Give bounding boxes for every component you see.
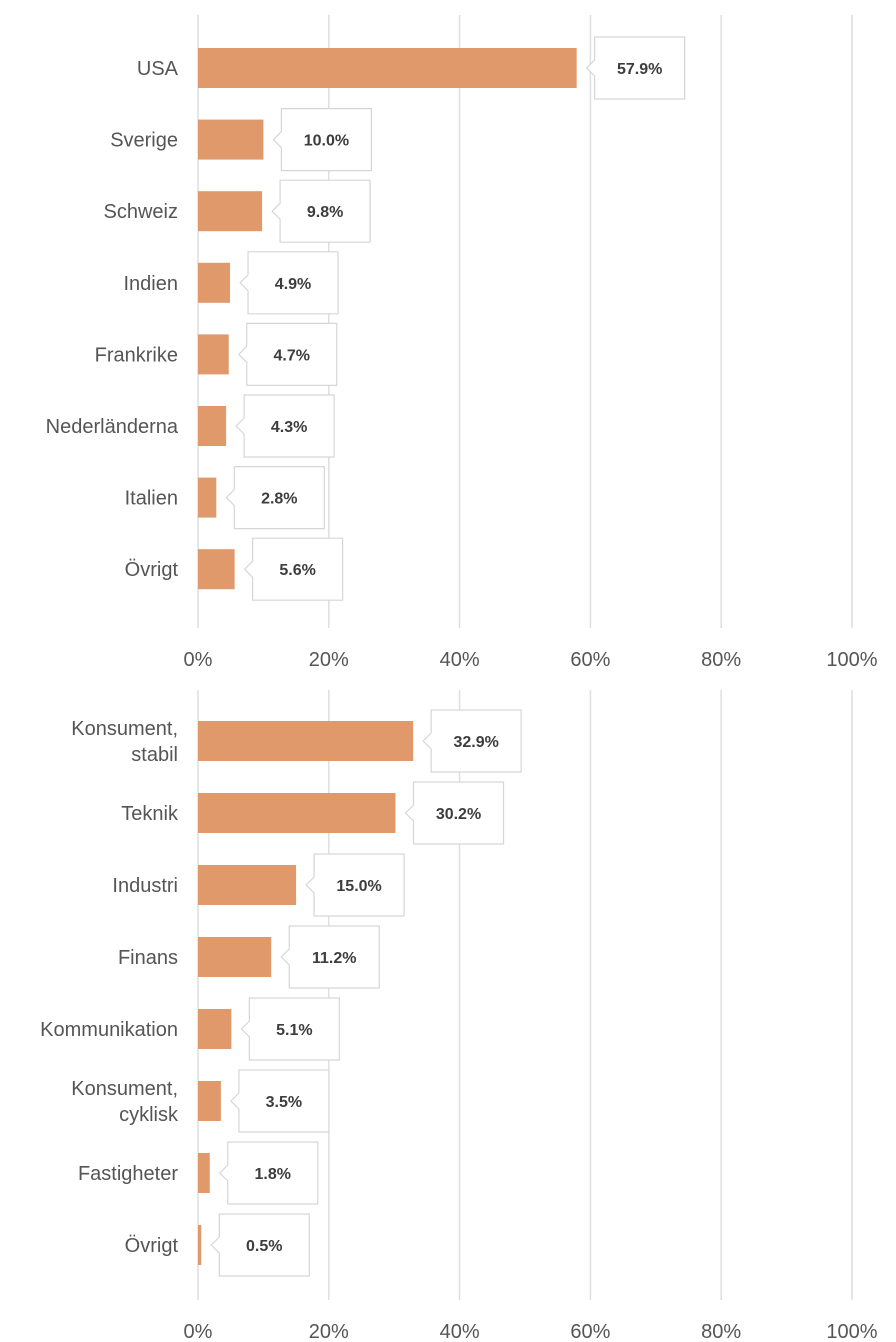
data-label: 10.0% <box>304 133 349 150</box>
data-label: 0.5% <box>246 1238 282 1255</box>
category-label: Indien <box>124 273 179 295</box>
value-callout <box>218 1141 319 1205</box>
bar <box>198 406 227 446</box>
data-label: 2.8% <box>261 491 297 508</box>
category-label: Nederländerna <box>46 416 179 438</box>
x-tick-label: 100% <box>826 1321 877 1342</box>
x-tick-label: 60% <box>570 1321 610 1342</box>
x-tick-label: 80% <box>701 649 741 671</box>
value-callout <box>210 1213 310 1277</box>
value-callout <box>305 853 405 917</box>
value-callout <box>243 537 344 601</box>
bar <box>198 549 235 590</box>
category-label: Schweiz <box>104 201 178 223</box>
bar <box>198 793 396 833</box>
category-label: Sverige <box>110 130 178 152</box>
x-tick-label: 100% <box>826 649 877 671</box>
data-label: 30.2% <box>436 806 481 823</box>
bar <box>198 1009 232 1049</box>
category-label: USA <box>137 58 179 80</box>
x-tick-label: 80% <box>701 1321 741 1342</box>
data-label: 4.3% <box>271 419 307 436</box>
value-callout <box>404 781 505 845</box>
bar <box>198 334 229 375</box>
data-label: 9.8% <box>307 204 343 221</box>
bar <box>198 48 577 88</box>
bar <box>198 1081 221 1121</box>
bar <box>198 721 414 761</box>
category-label: Övrigt <box>125 559 179 581</box>
category-label: Konsument, <box>71 1078 178 1100</box>
category-label: Finans <box>118 947 178 969</box>
bar <box>198 1225 202 1265</box>
category-label: Övrigt <box>125 1235 179 1257</box>
data-label: 57.9% <box>617 61 662 78</box>
bar <box>198 865 297 905</box>
category-label: cyklisk <box>119 1104 179 1126</box>
value-callout <box>272 108 372 172</box>
bar <box>198 119 264 160</box>
x-tick-label: 20% <box>309 1321 349 1342</box>
x-tick-label: 40% <box>440 649 480 671</box>
value-callout <box>280 925 380 989</box>
country-allocation-chart: 0% 20% 40% 60% 80% 100% USA 57.9% Sverige 10.0% Sc… <box>46 15 878 671</box>
category-label: Kommunikation <box>40 1019 178 1041</box>
bar <box>198 191 263 232</box>
x-tick-label: 60% <box>570 649 610 671</box>
data-label: 4.9% <box>275 276 311 293</box>
data-label: 15.0% <box>336 878 381 895</box>
data-label: 32.9% <box>453 734 498 751</box>
value-callout <box>239 251 339 315</box>
value-callout <box>230 1069 330 1133</box>
value-callout <box>271 179 371 243</box>
data-label: 11.2% <box>312 950 356 967</box>
x-tick-label: 40% <box>440 1321 480 1342</box>
data-label: 3.5% <box>266 1094 302 1111</box>
category-label: Industri <box>112 875 178 897</box>
bar <box>198 937 272 977</box>
data-label: 1.8% <box>255 1166 291 1183</box>
data-label: 4.7% <box>274 347 310 364</box>
category-label: Frankrike <box>95 344 178 366</box>
x-tick-label: 0% <box>184 649 213 671</box>
value-callout <box>585 36 686 100</box>
data-label: 5.6% <box>279 562 315 579</box>
bar <box>198 477 217 518</box>
value-callout <box>422 709 522 773</box>
value-callout <box>240 997 340 1061</box>
sector-allocation-chart: 0% 20% 40% 60% 80% 100% Konsument, stabil 32.9% T… <box>40 690 878 1342</box>
category-label: Teknik <box>121 803 179 825</box>
x-tick-label: 0% <box>184 1321 213 1342</box>
bar <box>198 1153 210 1193</box>
category-label: stabil <box>131 744 178 766</box>
bar <box>198 262 231 303</box>
category-label: Konsument, <box>71 718 178 740</box>
value-callout <box>225 466 325 530</box>
data-label: 5.1% <box>276 1022 312 1039</box>
category-label: Fastigheter <box>78 1163 178 1185</box>
value-callout <box>237 322 338 386</box>
category-label: Italien <box>125 488 178 510</box>
x-tick-label: 20% <box>309 649 349 671</box>
value-callout <box>235 394 335 458</box>
